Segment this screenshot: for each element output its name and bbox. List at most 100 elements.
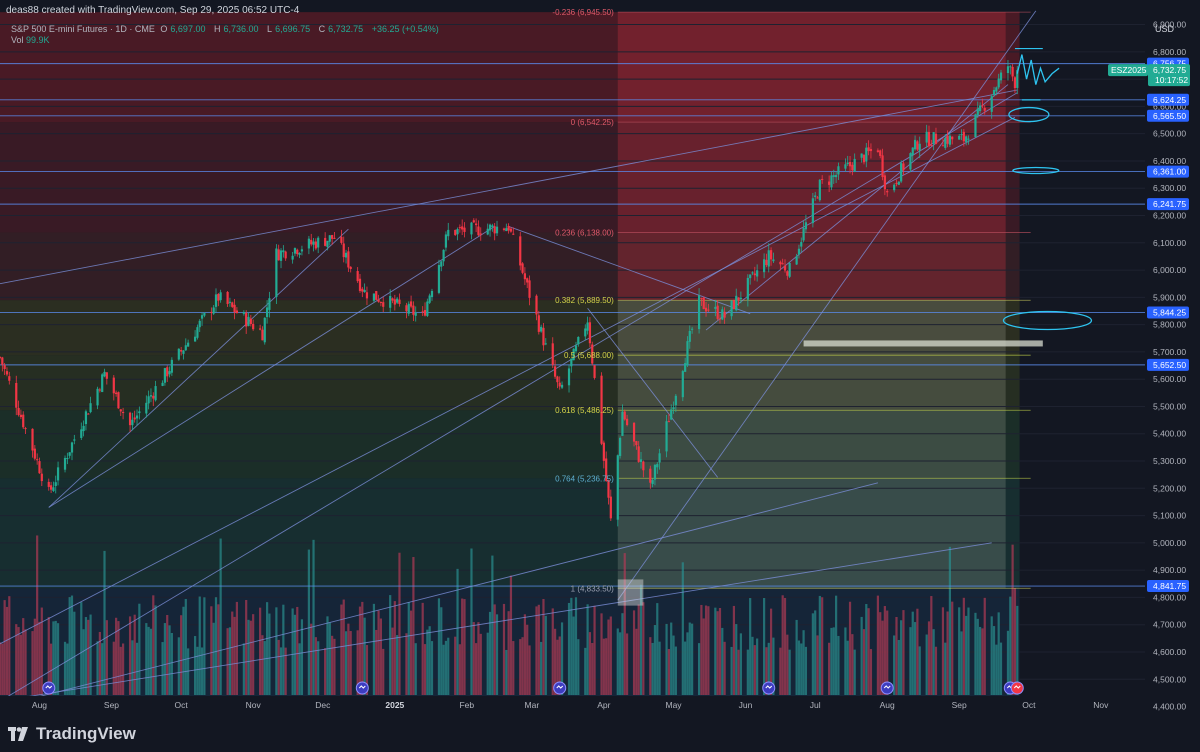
price-badge-6: 5,652.50 <box>1153 360 1186 370</box>
price-badge-bg-3 <box>1147 165 1189 178</box>
volume-bar-136 <box>440 607 443 695</box>
candle-body-65 <box>210 311 213 313</box>
candle-body-194 <box>625 418 629 426</box>
candle-body-60 <box>193 336 197 342</box>
volume-bar-11 <box>33 618 36 695</box>
volume-bar-289 <box>934 646 938 695</box>
volume-bar-159 <box>512 641 515 695</box>
candle-body-126 <box>407 303 410 314</box>
fib-zone-2 <box>0 232 1020 301</box>
volume-bar-143 <box>461 598 464 695</box>
time-label-6: Feb <box>459 700 474 710</box>
candle-body-224 <box>723 311 726 318</box>
volume-bar-47 <box>149 628 153 695</box>
candle-body-196 <box>635 441 638 446</box>
ohlc-close: C 6,732.75 <box>318 24 364 34</box>
candle-body-8 <box>22 414 25 428</box>
candle-body-16 <box>49 485 53 490</box>
volume-bar-127 <box>409 610 413 695</box>
price-badge-bg-6 <box>1147 358 1189 371</box>
candle-body-6 <box>17 407 20 416</box>
volume-legend[interactable]: Vol 99.9K <box>11 35 50 45</box>
time-axis[interactable]: Aug Sep Oct Nov Dec 2025 Feb Mar Apr May Jun Jul Aug… <box>0 696 1145 712</box>
volume-bar-297 <box>962 597 965 695</box>
fib-zone-1 <box>0 122 1020 233</box>
volume-bar-148 <box>477 622 480 695</box>
symbol-legend[interactable]: S&P 500 E-mini Futures · 1D · CME O 6,697… <box>11 24 442 34</box>
volume-bar-204 <box>658 641 661 695</box>
candle-body-312 <box>1011 66 1014 77</box>
candle-body-130 <box>421 311 424 313</box>
volume-bar-208 <box>672 635 675 695</box>
candle-body-57 <box>182 350 185 354</box>
volume-bar-141 <box>456 568 459 695</box>
candle-body-291 <box>944 137 947 148</box>
volume-bar-310 <box>1006 630 1010 695</box>
volume-bar-160 <box>519 639 522 695</box>
volume-bar-188 <box>607 619 610 695</box>
candle-body-180 <box>584 328 587 337</box>
risk-box-light <box>617 300 1006 589</box>
tradingview-logo[interactable]: TradingView <box>8 724 136 744</box>
currency-label[interactable]: USD <box>1155 24 1175 34</box>
candle-body-277 <box>897 181 900 185</box>
volume-bar-167 <box>540 641 543 695</box>
volume-bar-24 <box>73 611 76 695</box>
volume-bar-120 <box>389 595 392 695</box>
volume-bar-56 <box>180 615 183 695</box>
volume-bar-237 <box>767 642 770 695</box>
candle-body-28 <box>87 413 90 415</box>
candle-body-285 <box>925 131 928 143</box>
volume-bar-150 <box>486 632 489 695</box>
candle-body-82 <box>263 317 266 343</box>
volume-bar-152 <box>491 555 494 695</box>
candle-body-64 <box>203 313 206 316</box>
event-icon-3 <box>762 681 776 695</box>
volume-bar-26 <box>82 629 85 695</box>
volume-bar-95 <box>307 549 310 695</box>
candle-body-52 <box>166 367 169 377</box>
volume-bar-74 <box>235 601 238 695</box>
volume-bar-34 <box>105 620 108 695</box>
candle-body-175 <box>567 368 571 386</box>
volume-bar-257 <box>832 627 835 695</box>
volume-bar-124 <box>398 552 401 695</box>
fib-label-7: 1 (4,833.50) <box>571 584 614 593</box>
volume-bar-129 <box>414 643 417 695</box>
volume-bar-306 <box>992 626 996 695</box>
candle-body-29 <box>89 403 92 413</box>
candle-body-2 <box>3 365 6 370</box>
candle-body-265 <box>860 153 863 158</box>
volume-bar-229 <box>739 633 742 695</box>
candle-body-245 <box>795 256 798 265</box>
low-marker-box <box>617 579 644 606</box>
volume-bar-44 <box>138 603 141 695</box>
candle-body-127 <box>409 301 413 307</box>
candle-body-242 <box>783 265 787 271</box>
candle-body-187 <box>605 458 608 482</box>
time-label-3: Nov <box>246 700 262 710</box>
volume-bar-302 <box>978 626 982 695</box>
price-axis[interactable]: 6,900.006,800.006,700.006,600.006,500.00… <box>1108 0 1200 712</box>
event-markers[interactable] <box>42 681 1024 695</box>
volume-bar-32 <box>101 643 104 695</box>
price-tick-13: 5,600.00 <box>1153 374 1186 384</box>
candle-body-233 <box>753 273 756 276</box>
volume-bar-67 <box>214 597 218 695</box>
candle-body-305 <box>990 96 993 112</box>
candle-body-92 <box>296 249 299 255</box>
volume-bar-243 <box>786 634 789 695</box>
price-tick-20: 4,900.00 <box>1153 565 1186 575</box>
volume-bar-305 <box>990 616 993 695</box>
candle-body-55 <box>177 348 180 360</box>
candle-body-255 <box>828 181 831 185</box>
candle-body-192 <box>621 411 624 436</box>
volume-bar-138 <box>444 640 448 695</box>
symbol-name[interactable]: S&P 500 E-mini Futures · 1D · CME <box>11 24 155 34</box>
candle-body-102 <box>328 235 331 242</box>
time-label-8: Apr <box>597 700 610 710</box>
candle-body-90 <box>291 255 294 260</box>
volume-bar-29 <box>89 614 92 695</box>
candle-body-302 <box>978 105 982 112</box>
